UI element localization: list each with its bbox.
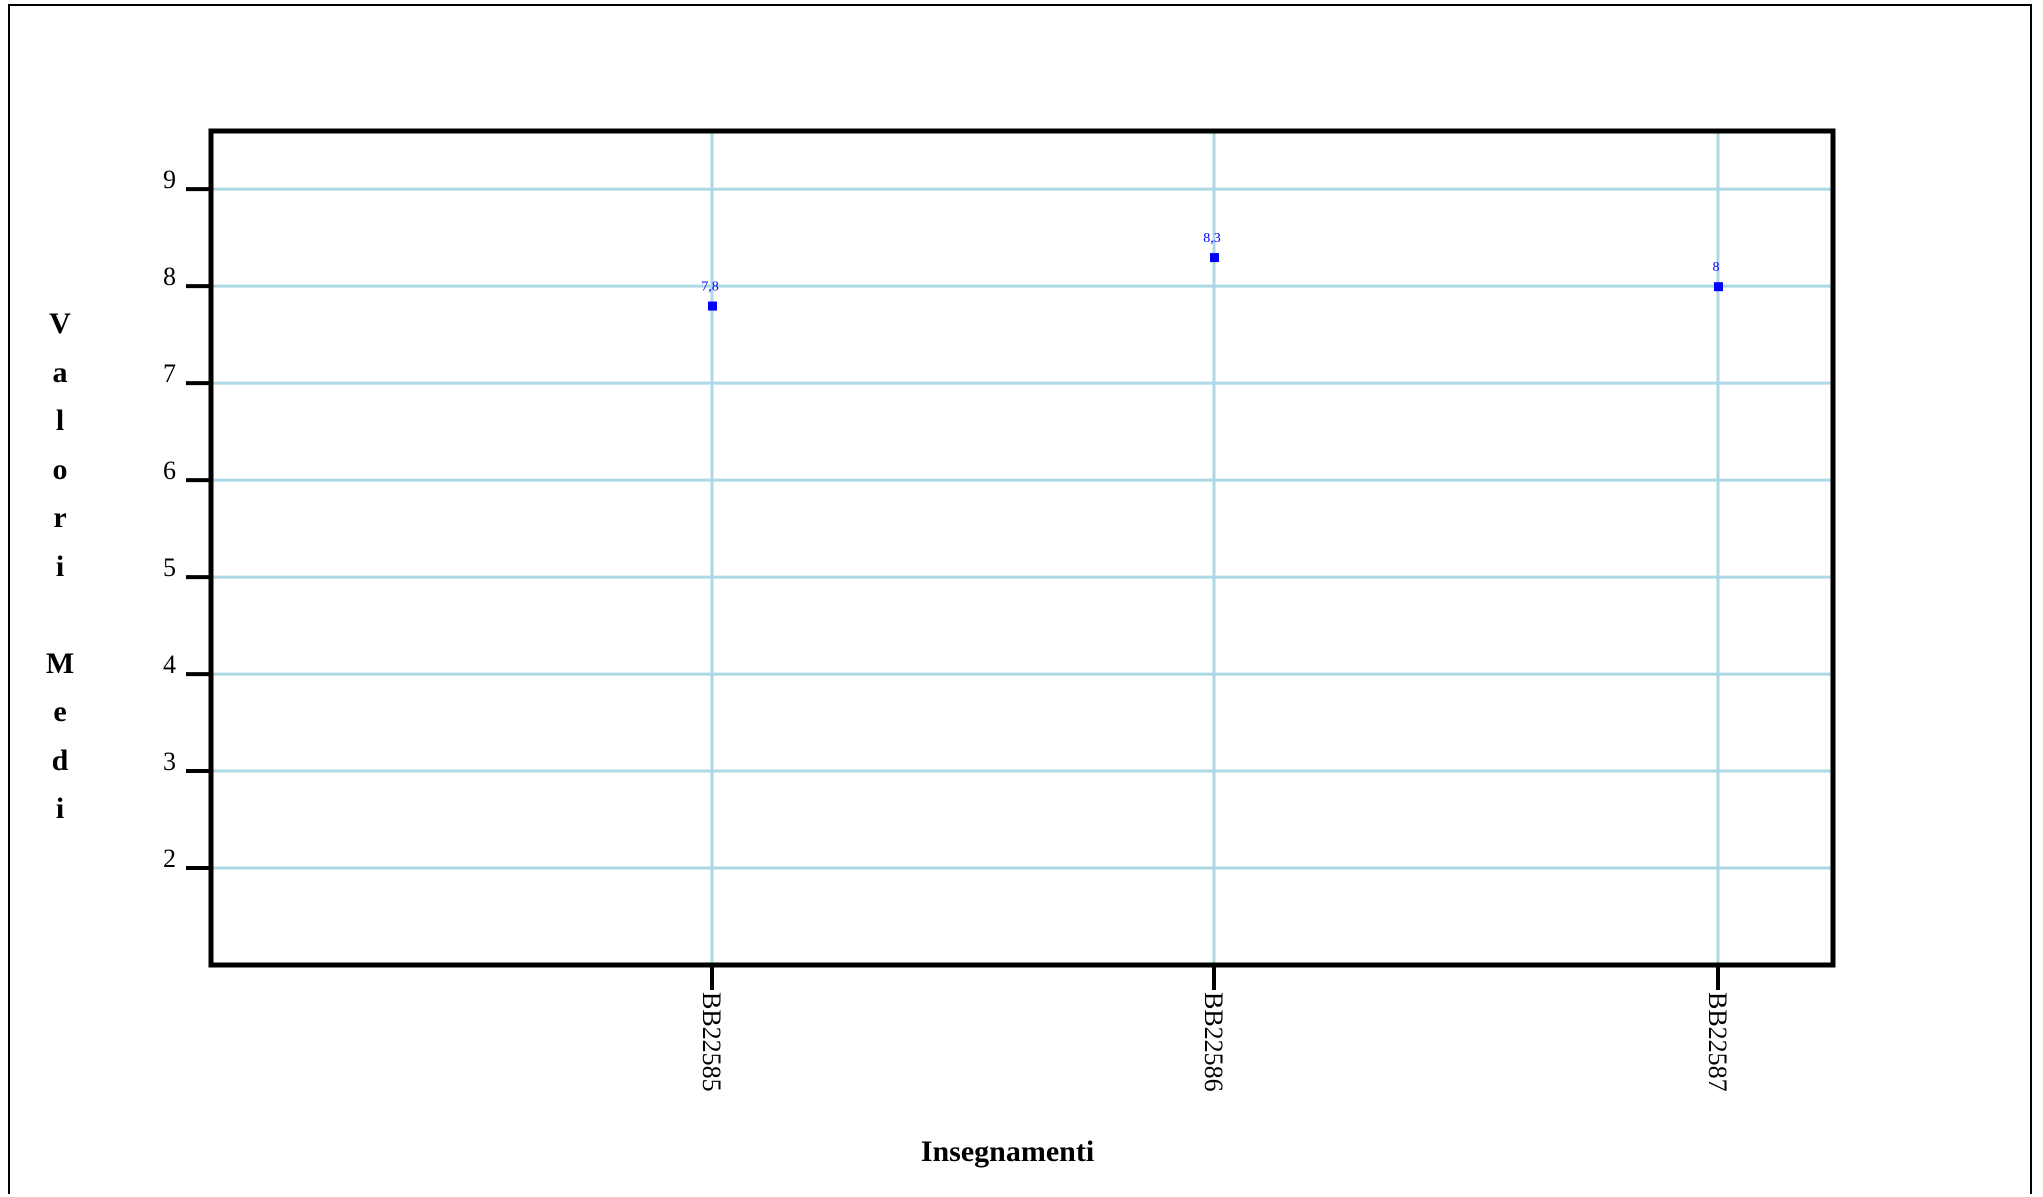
plot-area-border xyxy=(208,128,1836,968)
y-tick-label: 2 xyxy=(163,844,176,873)
y-axis-label-char xyxy=(40,591,80,640)
y-axis-label-char: o xyxy=(52,452,68,486)
y-axis-label-char: a xyxy=(52,355,68,389)
y-axis-label-char: d xyxy=(51,743,69,777)
y-axis-label-char: r xyxy=(53,501,67,534)
x-tick-label: BB22585 xyxy=(697,992,726,1092)
data-label: 8 xyxy=(1713,260,1720,275)
y-axis-label-char: e xyxy=(53,695,67,728)
y-tick-label: 3 xyxy=(163,747,176,776)
y-tick-label: 8 xyxy=(163,262,176,291)
data-point xyxy=(1714,282,1723,292)
y-tick-label: 9 xyxy=(163,165,176,194)
y-tick-label: 6 xyxy=(163,456,176,485)
y-axis-label-char: i xyxy=(55,792,65,825)
x-tick-label: BB22586 xyxy=(1199,992,1228,1092)
y-tick-label: 5 xyxy=(163,553,176,582)
y-tick-label: 7 xyxy=(163,359,176,388)
y-axis-label-char: i xyxy=(55,549,65,583)
y-axis-label-char: V xyxy=(49,307,71,340)
data-label: 8,3 xyxy=(1203,231,1221,246)
x-tick-label: BB22587 xyxy=(1703,992,1732,1092)
data-point xyxy=(1210,253,1219,263)
y-axis-label-char: l xyxy=(55,404,65,437)
y-axis-label-char: M xyxy=(45,646,75,680)
data-label: 7,8 xyxy=(701,280,719,295)
x-axis-label: Insegnamenti xyxy=(920,1135,1095,1168)
chart-frame xyxy=(8,4,2032,1194)
y-tick-label: 4 xyxy=(163,650,176,679)
data-point xyxy=(708,301,717,311)
